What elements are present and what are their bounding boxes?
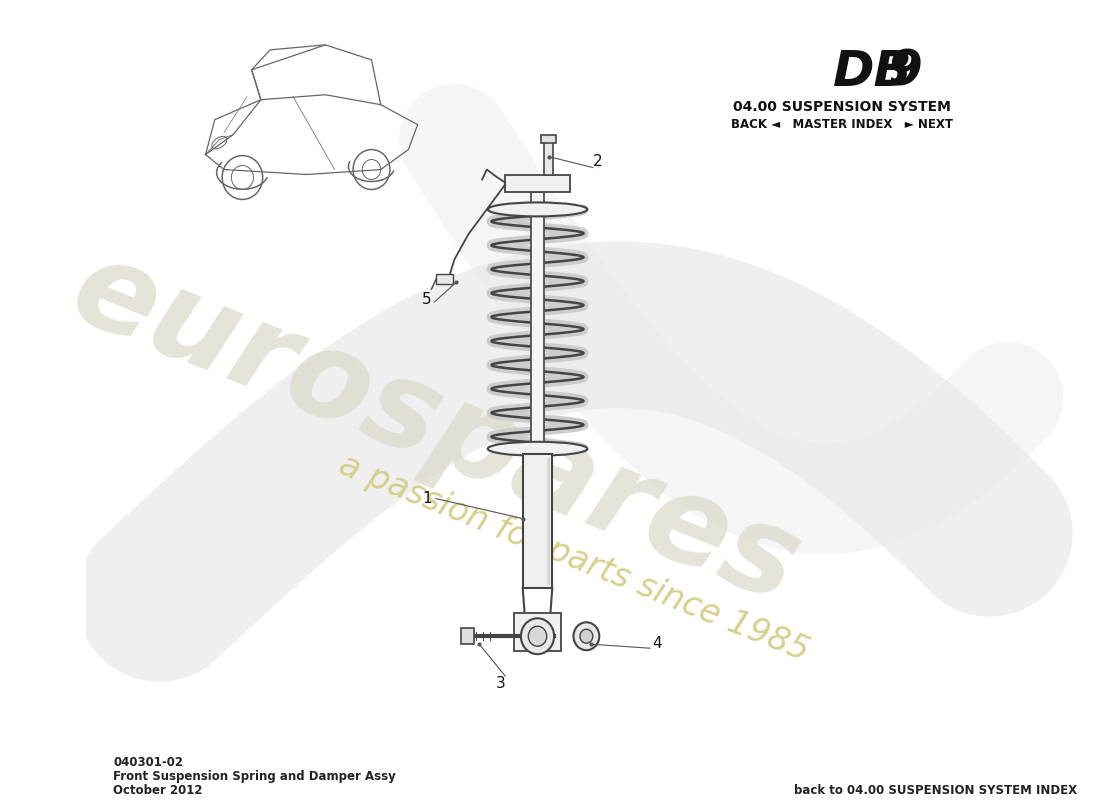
Circle shape [521,618,554,654]
Text: 3: 3 [496,675,506,690]
Bar [531,193,544,449]
Circle shape [580,630,593,643]
Bar [515,614,561,651]
Text: Front Suspension Spring and Damper Assy: Front Suspension Spring and Damper Assy [113,770,396,783]
Text: 1: 1 [422,491,431,506]
Bar [436,274,453,284]
Ellipse shape [487,202,587,216]
Bar [505,174,570,193]
Bar [544,140,553,174]
Bar [461,628,474,644]
Text: 9: 9 [888,48,923,96]
Circle shape [528,626,547,646]
Text: 4: 4 [652,636,662,650]
Text: October 2012: October 2012 [113,784,202,797]
Text: DB: DB [833,48,912,96]
Circle shape [573,622,600,650]
Text: a passion for parts since 1985: a passion for parts since 1985 [334,449,814,668]
Bar [522,454,552,588]
Text: 040301-02: 040301-02 [113,756,184,769]
Bar [541,134,556,142]
Text: 04.00 SUSPENSION SYSTEM: 04.00 SUSPENSION SYSTEM [733,100,950,114]
Text: 5: 5 [422,292,431,306]
Text: eurospares: eurospares [56,230,816,628]
Text: back to 04.00 SUSPENSION SYSTEM INDEX: back to 04.00 SUSPENSION SYSTEM INDEX [794,784,1077,797]
Ellipse shape [487,442,587,456]
Text: 2: 2 [593,154,603,169]
Text: BACK ◄   MASTER INDEX   ► NEXT: BACK ◄ MASTER INDEX ► NEXT [730,118,953,130]
